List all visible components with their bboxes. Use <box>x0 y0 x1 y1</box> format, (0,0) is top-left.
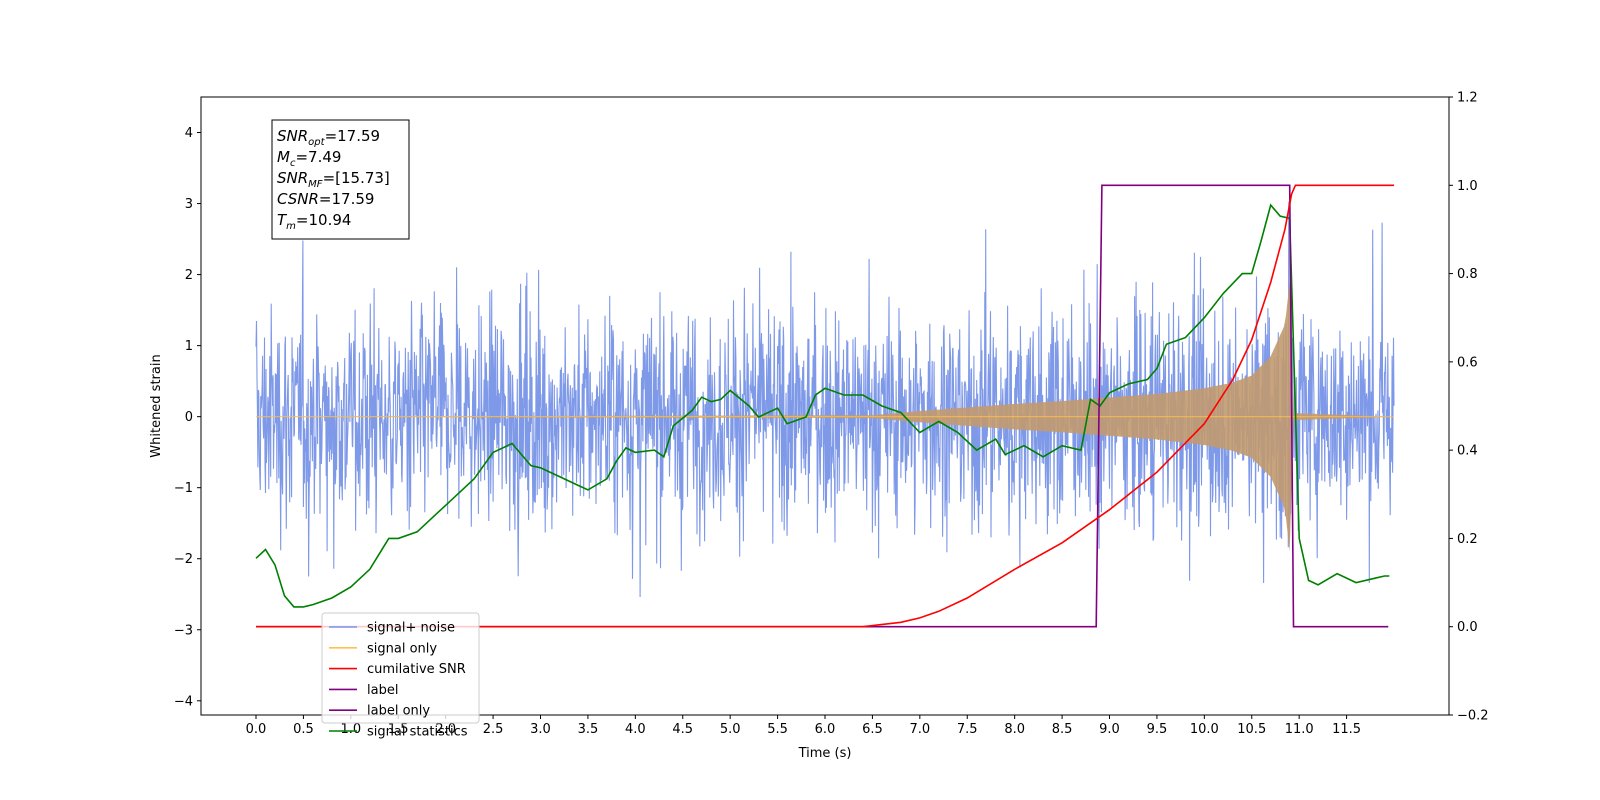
legend-entry: signal only <box>367 641 437 656</box>
x-axis-label: Time (s) <box>798 746 852 761</box>
y-right-tick-label: 0.4 <box>1457 444 1478 459</box>
x-tick-label: 6.0 <box>815 722 836 737</box>
y-right-tick-label: 0.6 <box>1457 355 1478 370</box>
y-left-tick-label: 3 <box>185 197 193 212</box>
annotation-frame <box>271 119 410 240</box>
annotation-line: SNRMF=[15.73] <box>277 169 390 190</box>
x-tick-label: 0.0 <box>246 722 267 737</box>
annotation-box: SNRopt=17.59Mc=7.49SNRMF=[15.73]CSNR=17.… <box>271 119 410 240</box>
series-cumilative-snr <box>256 184 1394 628</box>
y-left-tick-label: −1 <box>174 481 193 496</box>
x-tick-label: 9.5 <box>1147 722 1168 737</box>
x-tick-label: 6.5 <box>862 722 883 737</box>
x-tick-label: 3.5 <box>578 722 599 737</box>
x-tick-label: 9.0 <box>1099 722 1120 737</box>
legend-frame <box>321 612 480 724</box>
y-right-tick-label: 1.2 <box>1457 91 1478 106</box>
x-tick-label: 11.0 <box>1285 722 1314 737</box>
left-y-axis-ticks: −4 −3 −2 −1 0 1 2 3 4 <box>174 126 201 709</box>
y-right-tick-label: −0.2 <box>1457 709 1489 724</box>
x-tick-label: 4.5 <box>672 722 693 737</box>
right-y-axis-ticks: −0.2 0.0 0.2 0.4 0.6 0.8 1.0 1.2 <box>1449 91 1489 724</box>
y-left-tick-label: 4 <box>185 126 193 141</box>
y-left-tick-label: −2 <box>174 552 193 567</box>
x-tick-label: 11.5 <box>1332 722 1361 737</box>
series-layer <box>255 184 1395 628</box>
legend-entry: label <box>367 683 398 698</box>
y-axis-label: Whitened strain <box>149 354 164 457</box>
x-tick-label: 0.5 <box>293 722 314 737</box>
annotation-line: Tm=10.94 <box>277 211 351 232</box>
x-tick-label: 5.0 <box>720 722 741 737</box>
annotation-line: CSNR=17.59 <box>277 190 374 208</box>
x-tick-label: 2.0 <box>435 722 456 737</box>
y-left-tick-label: −3 <box>174 623 193 638</box>
y-right-tick-label: 0.0 <box>1457 620 1478 635</box>
legend-entry: cumilative SNR <box>367 662 466 677</box>
x-tick-label: 2.5 <box>483 722 504 737</box>
x-tick-label: 4.0 <box>625 722 646 737</box>
y-right-tick-label: 1.0 <box>1457 179 1478 194</box>
y-left-tick-label: 0 <box>185 410 193 425</box>
x-tick-label: 10.5 <box>1237 722 1266 737</box>
y-left-tick-label: 1 <box>185 339 193 354</box>
y-right-tick-label: 0.2 <box>1457 532 1478 547</box>
x-tick-label: 7.5 <box>957 722 978 737</box>
x-tick-label: 10.0 <box>1190 722 1219 737</box>
x-tick-label: 8.0 <box>1004 722 1025 737</box>
legend-entry: signal+ noise <box>367 621 455 636</box>
x-tick-label: 8.5 <box>1052 722 1073 737</box>
y-left-tick-label: −4 <box>174 694 193 709</box>
series-signal-statistics <box>255 203 1390 608</box>
x-tick-label: 1.5 <box>388 722 409 737</box>
y-left-tick-label: 2 <box>185 268 193 283</box>
legend-entry: label only <box>367 704 430 719</box>
annotation-lines: SNRopt=17.59Mc=7.49SNRMF=[15.73]CSNR=17.… <box>277 127 390 232</box>
legend-entry: signal statistics <box>367 725 468 740</box>
x-axis-ticks: 0.0 0.5 1.0 1.5 2.0 2.5 3.0 3.5 4.0 4.5 5.0 5.5 6.0 6… <box>246 715 1361 737</box>
series-label <box>256 184 1389 628</box>
y-right-tick-label: 0.8 <box>1457 267 1478 282</box>
x-tick-label: 3.0 <box>530 722 551 737</box>
legend: signal+ noise signal only cumilative SNR la… <box>321 612 480 740</box>
x-tick-label: 7.0 <box>909 722 930 737</box>
x-tick-label: 1.0 <box>340 722 361 737</box>
annotation-line: Mc=7.49 <box>277 148 341 169</box>
x-tick-label: 5.5 <box>767 722 788 737</box>
annotation-line: SNRopt=17.59 <box>277 127 380 148</box>
